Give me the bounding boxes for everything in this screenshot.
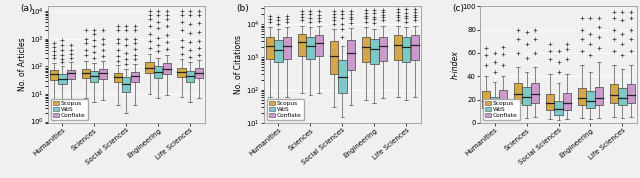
Bar <box>99 69 107 78</box>
Text: (c): (c) <box>452 4 464 13</box>
Bar <box>595 87 604 105</box>
Bar <box>610 84 618 103</box>
Bar <box>113 73 122 82</box>
Bar <box>266 36 274 59</box>
Legend: Scopus, WoS, Conflate: Scopus, WoS, Conflate <box>483 99 520 120</box>
Bar <box>499 90 508 108</box>
Bar <box>315 35 323 56</box>
Text: (b): (b) <box>236 4 249 13</box>
Bar <box>154 66 163 78</box>
Bar <box>531 83 540 103</box>
Bar <box>394 35 402 60</box>
Bar <box>145 62 154 74</box>
Bar <box>347 40 355 70</box>
Text: (a): (a) <box>20 4 32 13</box>
Bar <box>362 37 370 62</box>
Bar <box>298 34 306 56</box>
Y-axis label: h-index: h-index <box>451 50 460 79</box>
Bar <box>90 71 99 82</box>
Bar <box>490 97 499 111</box>
Bar <box>307 36 315 59</box>
Bar <box>618 88 627 105</box>
Bar <box>370 39 378 64</box>
Bar <box>283 36 291 59</box>
Bar <box>275 40 283 62</box>
Bar <box>522 87 531 105</box>
Bar <box>563 93 572 110</box>
Bar <box>186 71 195 82</box>
Bar <box>195 68 203 78</box>
Y-axis label: No. of Articles: No. of Articles <box>18 38 28 91</box>
Bar <box>81 69 90 78</box>
Bar <box>379 36 387 61</box>
Bar <box>163 63 171 74</box>
Bar <box>554 101 563 115</box>
Bar <box>58 74 67 85</box>
Bar <box>402 37 410 62</box>
Bar <box>67 70 75 79</box>
Bar <box>627 84 636 103</box>
Bar <box>177 68 186 77</box>
Legend: Scopus, WoS, Conflate: Scopus, WoS, Conflate <box>51 99 88 120</box>
Bar <box>546 94 554 110</box>
Bar <box>578 88 586 105</box>
Bar <box>514 83 522 103</box>
Bar <box>49 70 58 80</box>
Y-axis label: No. of Citations: No. of Citations <box>234 35 243 94</box>
Bar <box>131 72 139 82</box>
Legend: Scopus, WoS, Conflate: Scopus, WoS, Conflate <box>267 99 304 120</box>
Bar <box>330 41 338 74</box>
Bar <box>122 77 131 92</box>
Bar <box>482 91 490 108</box>
Bar <box>339 60 346 93</box>
Bar <box>586 91 595 108</box>
Bar <box>411 35 419 60</box>
